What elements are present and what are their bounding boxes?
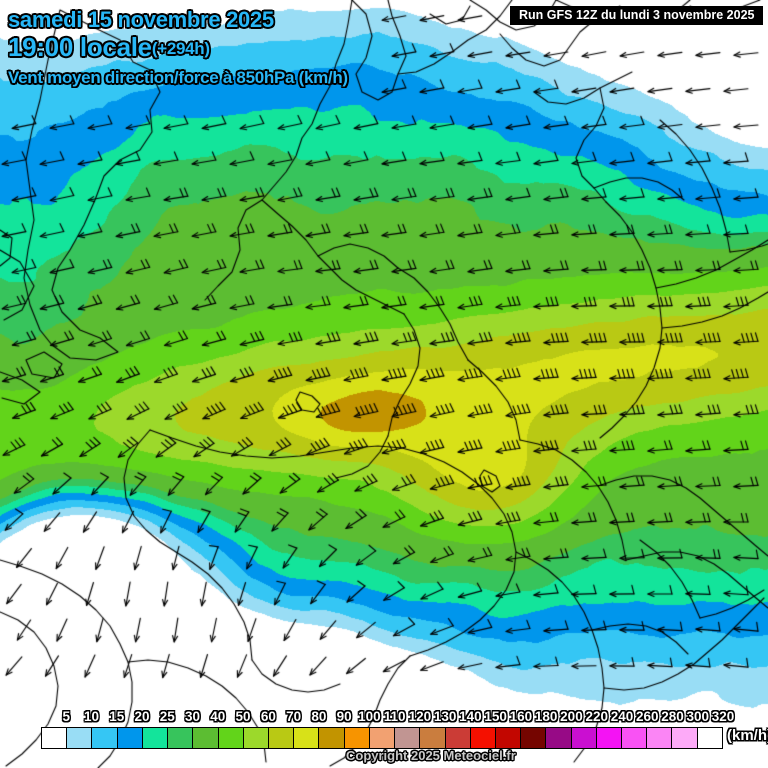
legend-swatch[interactable]	[546, 728, 572, 748]
legend-swatch[interactable]	[168, 728, 194, 748]
legend-swatch[interactable]	[647, 728, 673, 748]
legend-tick: 160	[509, 709, 533, 724]
forecast-time-value: 19:00 locale	[8, 32, 152, 62]
legend-tick: 150	[484, 709, 507, 724]
legend-tick: 260	[635, 709, 659, 724]
legend-tick: 90	[336, 709, 352, 724]
legend-swatch[interactable]	[42, 728, 68, 748]
legend-swatch[interactable]	[243, 728, 269, 748]
forecast-offset-value: (+294h)	[151, 39, 210, 58]
legend-color-bar[interactable]	[41, 727, 723, 749]
legend-tick: 100	[358, 709, 381, 724]
legend-swatch[interactable]	[218, 728, 244, 748]
legend-swatch[interactable]	[67, 728, 93, 748]
legend-swatch[interactable]	[521, 728, 547, 748]
legend-unit-label: (km/h)	[727, 727, 768, 744]
legend-tick: 120	[408, 709, 432, 724]
legend-tick: 10	[84, 709, 100, 724]
legend-swatch[interactable]	[369, 728, 396, 748]
legend-tick: 20	[134, 709, 150, 724]
legend-tick: 30	[185, 709, 201, 724]
legend-tick: 60	[260, 709, 276, 724]
legend-swatch[interactable]	[470, 728, 496, 748]
model-run-banner: Run GFS 12Z du lundi 3 novembre 2025	[510, 6, 764, 25]
legend-swatch[interactable]	[495, 728, 522, 748]
legend-tick: 320	[711, 709, 735, 724]
color-scale-legend: 5 10 15 20 25 30 40 50 60 70 80 90 100 110 120 130 140 15…	[0, 705, 768, 768]
legend-tick: 140	[459, 709, 482, 724]
legend-swatch[interactable]	[344, 728, 370, 748]
legend-tick: 80	[311, 709, 327, 724]
copyright-label: Copyright 2025 Meteociel.fr	[346, 748, 516, 763]
legend-tick: 110	[383, 709, 406, 724]
legend-swatch[interactable]	[193, 728, 219, 748]
legend-swatch[interactable]	[571, 728, 597, 748]
legend-tick: 15	[109, 709, 125, 724]
legend-tick: 300	[686, 709, 709, 724]
legend-tick: 200	[560, 709, 583, 724]
legend-swatch[interactable]	[596, 728, 623, 748]
legend-tick: 70	[286, 709, 302, 724]
legend-tick-labels: 5 10 15 20 25 30 40 50 60 70 80 90 100 110 120 130 140 15…	[41, 709, 734, 727]
legend-swatch[interactable]	[445, 728, 471, 748]
legend-swatch[interactable]	[420, 728, 446, 748]
legend-tick: 240	[610, 709, 634, 724]
legend-tick: 130	[433, 709, 457, 724]
legend-swatch[interactable]	[697, 728, 722, 748]
legend-swatch[interactable]	[142, 728, 169, 748]
legend-swatch[interactable]	[117, 728, 143, 748]
legend-swatch[interactable]	[92, 728, 118, 748]
forecast-time-label: 19:00 locale(+294h)	[8, 32, 210, 63]
forecast-date-label: samedi 15 novembre 2025	[8, 7, 274, 32]
legend-swatch[interactable]	[268, 728, 295, 748]
legend-tick: 5	[62, 709, 71, 724]
parameter-label: Vent moyen direction/force à 850hPa (km/…	[8, 68, 348, 87]
legend-swatch[interactable]	[395, 728, 421, 748]
legend-tick: 180	[534, 709, 558, 724]
legend-tick: 25	[159, 709, 175, 724]
legend-tick: 280	[661, 709, 684, 724]
legend-swatch[interactable]	[672, 728, 698, 748]
legend-tick: 220	[585, 709, 608, 724]
legend-swatch[interactable]	[319, 728, 345, 748]
legend-swatch[interactable]	[622, 728, 648, 748]
legend-tick: 40	[210, 709, 226, 724]
legend-swatch[interactable]	[294, 728, 320, 748]
legend-tick: 50	[235, 709, 251, 724]
